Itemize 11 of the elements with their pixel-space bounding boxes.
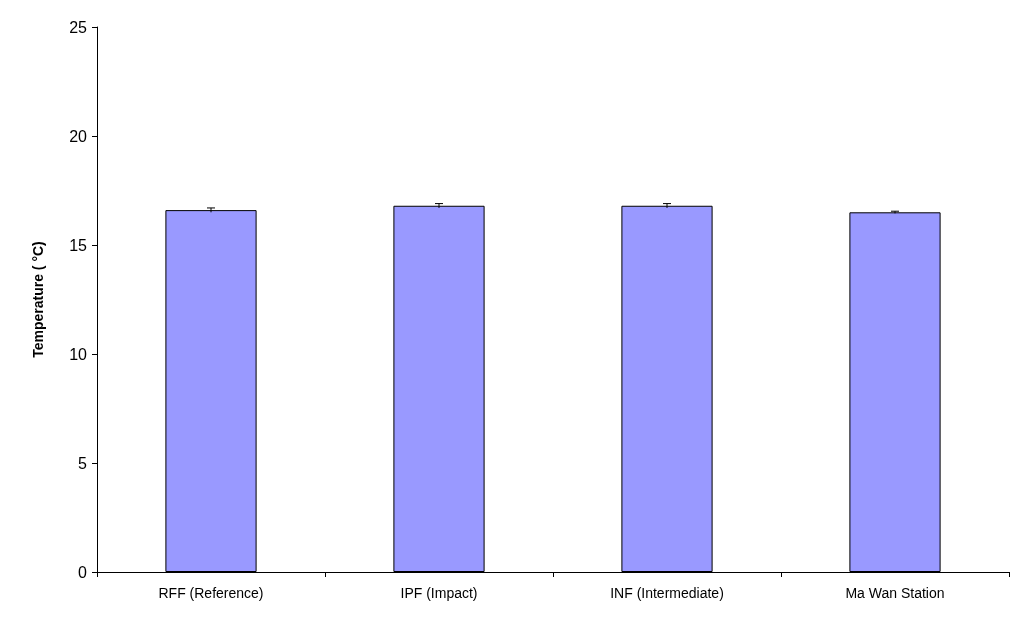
y-tick-label: 25 [69, 18, 88, 36]
y-tick-label: 0 [78, 563, 88, 581]
x-tick-label: Ma Wan Station [845, 585, 945, 601]
x-tick-label: RFF (Reference) [158, 585, 264, 601]
x-tick-label: INF (Intermediate) [610, 585, 724, 601]
y-tick-label: 15 [69, 236, 88, 254]
y-axis-title: Temperature ( °C) [30, 241, 46, 358]
y-tick-label: 10 [69, 345, 88, 363]
y-tick-label: 5 [78, 454, 88, 472]
x-tick-label: IPF (Impact) [400, 585, 478, 601]
y-tick-label: 20 [69, 127, 88, 145]
